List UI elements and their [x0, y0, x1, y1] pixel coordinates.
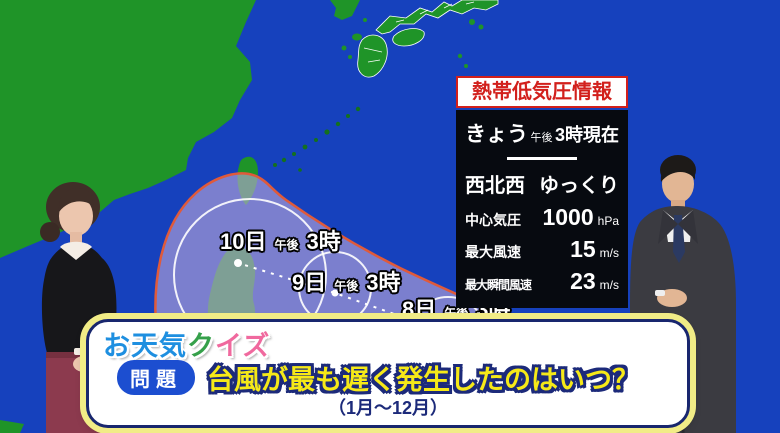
forecast-day: 9日: [292, 270, 327, 295]
quiz-title-part: イ: [215, 331, 243, 361]
question-badge: 問題: [117, 360, 195, 395]
stat-label: 最大瞬間風速: [465, 278, 532, 292]
man-fringe: [660, 158, 696, 182]
landmass-kyushu: [357, 34, 388, 78]
forecast-time: 3時: [306, 229, 341, 254]
island-tsushima: [363, 18, 367, 22]
forecast-period: 午後: [334, 279, 359, 293]
man-cuff: [655, 290, 665, 296]
small-island: [348, 55, 352, 59]
observation-time-row: きょう 午後 3時現在: [465, 118, 619, 148]
question-note: （1月～12月）: [327, 398, 449, 418]
man-lapels: [658, 210, 698, 244]
stat-label: 中心気圧: [465, 212, 521, 228]
quiz-title-part: ズ: [242, 331, 271, 361]
man-neck: [671, 200, 685, 211]
stat-value: 23: [570, 268, 596, 294]
prefecture-borders: [363, 47, 383, 63]
landmass-shikoku: [392, 28, 425, 47]
stat-value: 15: [570, 236, 596, 262]
small-island: [478, 24, 484, 30]
man-face: [662, 165, 694, 203]
small-island: [341, 45, 347, 51]
max-gust-row: 最大瞬間風速 23 m/s: [465, 268, 619, 295]
movement-row: 西北西 ゆっくり: [465, 169, 619, 198]
weather-quiz-banner: お天気クイズ 問題 台風が最も遅く発生したのはいつ？ （1月～12月）: [86, 319, 690, 428]
movement-direction: 西北西: [465, 175, 525, 197]
prefecture-borders: [395, 1, 475, 23]
forecast-label-day10: 10日 午後 3時: [220, 224, 341, 256]
forecast-label-day9: 9日 午後 3時: [292, 265, 401, 297]
forecast-period: 午後: [274, 238, 299, 252]
quiz-question-row: 問題 台風が最も遅く発生したのはいつ？: [117, 358, 639, 397]
landmass-korea: [330, 0, 360, 20]
small-island: [457, 53, 463, 59]
woman-neck: [70, 232, 82, 244]
forecast-position-day9: [331, 289, 339, 297]
quiz-title-part: ク: [187, 331, 215, 361]
stat-value: 1000: [542, 204, 594, 230]
movement-speed: ゆっくり: [539, 175, 619, 197]
woman-collar: [60, 241, 92, 260]
stat-unit: m/s: [599, 278, 619, 292]
woman-fringe: [58, 188, 94, 212]
forecast-day: 8日: [402, 297, 437, 322]
woman-face: [59, 196, 93, 236]
question-text: 台風が最も遅く発生したのはいつ？: [207, 365, 639, 395]
observation-period: 午後: [530, 132, 553, 144]
max-wind-row: 最大風速 15 m/s: [465, 236, 619, 263]
central-pressure-row: 中心気圧 1000 hPa: [465, 204, 619, 231]
quiz-title: お天気クイズ: [103, 324, 270, 363]
forecast-period: 午後: [444, 306, 469, 320]
small-island: [464, 64, 468, 68]
panel-title: 熱帯低気圧情報: [456, 76, 628, 108]
forecast-position-day10: [234, 259, 242, 267]
stat-unit: hPa: [597, 214, 619, 228]
woman-hair-bun: [40, 222, 60, 242]
tropical-depression-info-panel: 熱帯低気圧情報 きょう 午後 3時現在 西北西 ゆっくり 中心気圧 1000 h…: [456, 76, 628, 308]
landmass-honshu: [375, 0, 499, 35]
small-island: [469, 19, 475, 25]
observation-day: きょう: [465, 123, 528, 146]
stat-label: 最大風速: [465, 244, 521, 260]
island-jeju: [352, 33, 362, 41]
forecast-time: 3時: [366, 270, 401, 295]
ryukyu-islands: [273, 106, 361, 172]
observation-time: 3時現在: [554, 125, 619, 145]
forecast-day: 10日: [220, 229, 267, 254]
quiz-title-part: お天気: [103, 331, 187, 361]
stat-unit: m/s: [599, 246, 619, 260]
panel-divider: [507, 157, 577, 160]
panel-body: きょう 午後 3時現在 西北西 ゆっくり 中心気圧 1000 hPa 最大風速 …: [456, 110, 628, 308]
